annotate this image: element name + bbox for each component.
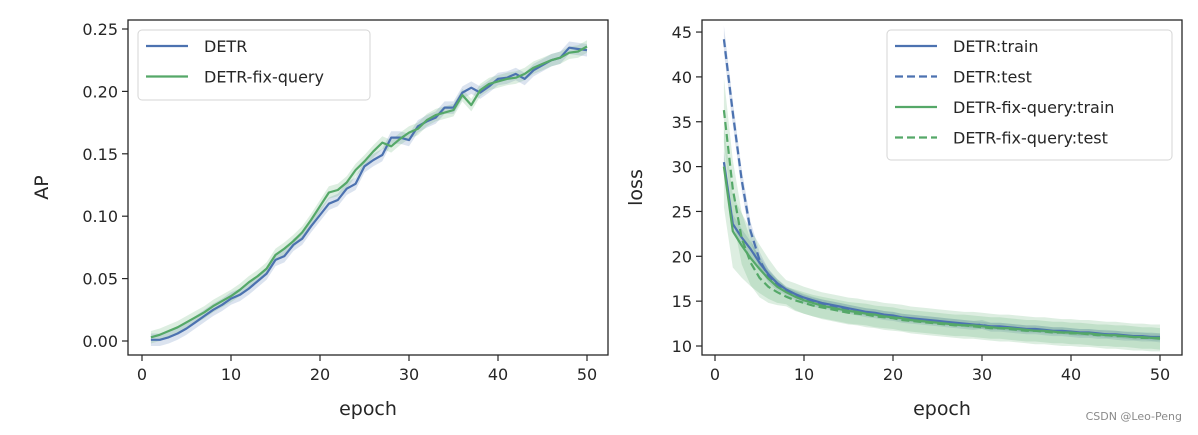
y-tick-label: 40	[672, 68, 692, 87]
x-tick-label: 50	[577, 365, 597, 384]
x-tick-label: 30	[399, 365, 419, 384]
y-tick-label: 20	[672, 247, 692, 266]
legend-label: DETR-fix-query:test	[953, 129, 1108, 148]
legend: DETR:train DETR:test DETR-fix-query:train D…	[886, 29, 1173, 161]
series-line-detr-fix-query	[150, 45, 588, 339]
y-tick-label: 15	[672, 292, 692, 311]
y-tick-label: 10	[672, 337, 692, 356]
confidence-band	[150, 40, 587, 344]
y-axis-label: AP	[31, 175, 53, 199]
y-tick-label: 0.00	[82, 332, 118, 351]
x-tick-label: 50	[1150, 365, 1170, 384]
y-axis-label: loss	[625, 169, 647, 206]
y-tick-label: 45	[672, 23, 692, 42]
watermark: CSDN @Leo-Peng	[1085, 410, 1182, 423]
x-tick-label: 10	[221, 365, 241, 384]
confidence-band	[723, 126, 1160, 352]
y-tick-label: 0.20	[82, 82, 118, 101]
x-tick-label: 30	[972, 365, 992, 384]
y-tick-label: 30	[672, 158, 692, 177]
ap-chart: 0 10 20 30 40 50 0.00 0.05 0.10 0.15 0.20 0.25 epoch…	[31, 19, 609, 420]
series-line-detr-fix-query-test	[722, 109, 1161, 340]
legend-box	[137, 29, 371, 101]
x-axis-label: epoch	[339, 398, 397, 420]
legend: DETR DETR-fix-query	[137, 29, 371, 101]
x-axis-label: epoch	[913, 398, 971, 420]
y-tick-label: 0.25	[82, 20, 118, 39]
axes-frame	[701, 19, 1183, 356]
legend-label: DETR:test	[953, 68, 1032, 87]
x-tick-label: 0	[710, 365, 720, 384]
legend-label: DETR-fix-query:train	[953, 98, 1114, 117]
x-tick-label: 20	[310, 365, 330, 384]
legend-label: DETR	[204, 37, 247, 56]
legend-box	[886, 29, 1173, 161]
x-tick-label: 0	[137, 365, 147, 384]
x-tick-label: 40	[488, 365, 508, 384]
y-tick-label: 0.05	[82, 270, 118, 289]
axes-frame	[127, 19, 609, 356]
legend-label: DETR-fix-query	[204, 68, 324, 87]
y-tick-label: 0.15	[82, 145, 118, 164]
x-tick-label: 20	[883, 365, 903, 384]
y-tick-label: 0.10	[82, 207, 118, 226]
y-tick-label: 35	[672, 113, 692, 132]
x-tick-label: 40	[1061, 365, 1081, 384]
y-tick-label: 25	[672, 202, 692, 221]
x-tick-label: 10	[794, 365, 814, 384]
legend-label: DETR:train	[953, 37, 1038, 56]
loss-chart: 0 10 20 30 40 50 10 15 20 25 30 35 40 45 epoch loss DETR…	[625, 19, 1183, 420]
series-line-detr	[150, 46, 588, 341]
